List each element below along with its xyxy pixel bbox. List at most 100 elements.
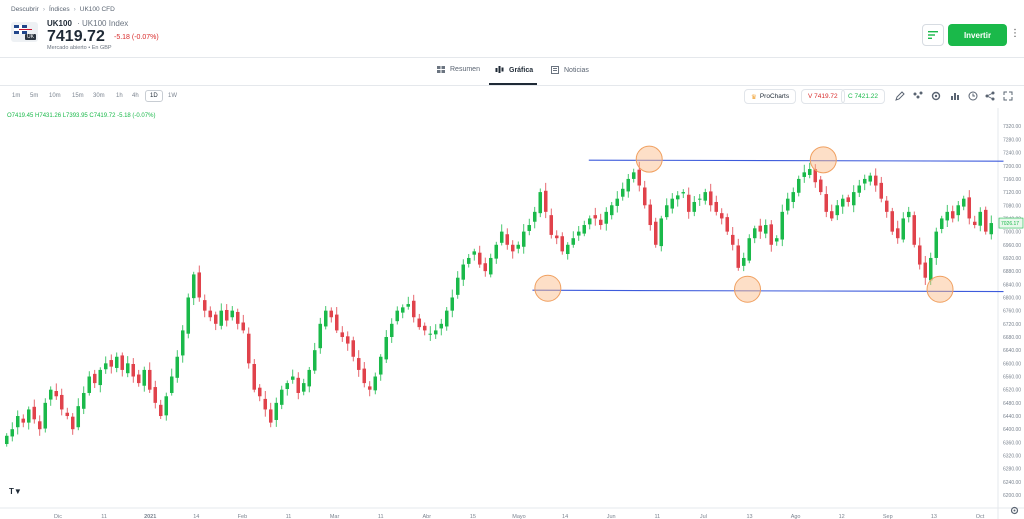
candle-body	[246, 333, 251, 364]
candle-body	[54, 390, 59, 397]
breadcrumb-item-indices[interactable]: Índices	[48, 6, 70, 13]
candle-body	[15, 416, 20, 428]
candle-body	[356, 358, 361, 370]
fullscreen-icon[interactable]	[1002, 90, 1014, 102]
x-tick-label: 14	[193, 514, 199, 519]
buy-button[interactable]: C 7421.22	[841, 89, 885, 104]
price-change: -5.18 (-0.07%)	[114, 34, 159, 41]
y-tick-label: 6800.00	[1003, 295, 1021, 301]
candle-body	[461, 264, 466, 280]
candle-body	[565, 244, 570, 255]
candle-body	[532, 211, 537, 222]
candle-body	[906, 211, 911, 218]
candle-body	[252, 363, 257, 390]
candle-body	[153, 387, 158, 403]
candles	[4, 161, 994, 447]
instrument-price: 7419.72	[47, 28, 105, 45]
candle-body	[571, 238, 576, 245]
flag-tag: UK	[25, 34, 36, 40]
candle-body	[505, 234, 510, 245]
candle-body	[780, 211, 785, 240]
breadcrumb-item-discover[interactable]: Descubrir	[11, 6, 39, 13]
candle-body	[675, 195, 680, 200]
candle-body	[175, 356, 180, 378]
candle-body	[736, 245, 741, 268]
candle-body	[395, 310, 400, 322]
candle-body	[620, 188, 625, 197]
candle-body	[961, 198, 966, 207]
chevron-right-icon: ›	[73, 6, 76, 13]
timeframe-10m[interactable]: 10m	[49, 93, 61, 99]
candle-body	[648, 204, 653, 226]
candle-body	[131, 363, 136, 377]
share-icon[interactable]	[984, 90, 996, 102]
indicators-icon[interactable]	[912, 90, 924, 102]
tab-news[interactable]: Noticias	[551, 66, 589, 74]
trend-line	[588, 159, 1004, 162]
candle-body	[197, 272, 202, 298]
candle-body	[285, 383, 290, 390]
x-tick-label: 15	[470, 514, 476, 519]
tab-chart-label: Gráfica	[509, 66, 534, 74]
candle-body	[686, 194, 691, 212]
x-tick-label: Dic	[54, 514, 62, 519]
gear-icon[interactable]	[930, 90, 942, 102]
y-tick-label: 6560.00	[1003, 375, 1021, 381]
timeframe-30m[interactable]: 30m	[93, 93, 105, 99]
x-tick-label: 13	[746, 514, 752, 519]
chevron-right-icon: ›	[42, 6, 45, 13]
y-tick-label: 6880.00	[1003, 269, 1021, 275]
tab-news-label: Noticias	[564, 66, 589, 74]
sell-button[interactable]: V 7419.72	[801, 89, 845, 104]
highlight-circle	[926, 275, 954, 303]
procharts-button[interactable]: ♛ ProCharts	[744, 89, 797, 104]
candle-body	[802, 172, 807, 177]
clock-icon[interactable]	[967, 90, 979, 102]
tab-summary[interactable]: Resumen	[437, 66, 480, 73]
more-options-icon[interactable]: ⋮	[1010, 28, 1020, 39]
pencil-icon[interactable]	[894, 90, 906, 102]
timeframe-1d[interactable]: 1D	[145, 90, 163, 102]
timeframe-5m[interactable]: 5m	[30, 93, 39, 99]
y-tick-label: 6840.00	[1003, 282, 1021, 288]
candle-body	[323, 310, 328, 327]
timeframe-1h[interactable]: 1h	[116, 93, 123, 99]
candle-body	[87, 376, 92, 393]
candle-body	[290, 376, 295, 380]
tab-chart[interactable]: Gráfica	[495, 66, 533, 74]
candle-body	[351, 340, 356, 357]
candle-body	[664, 205, 669, 218]
timeframe-4h[interactable]: 4h	[132, 93, 139, 99]
price-chart[interactable]: 7320.00 7280.00 7240.00 7200.00 7160.00 7120.…	[0, 108, 1024, 519]
y-tick-label: 6920.00	[1003, 256, 1021, 262]
timeframe-1w[interactable]: 1W	[168, 93, 177, 99]
candle-body	[378, 356, 383, 375]
candle-body	[98, 369, 103, 386]
uk-flag-icon: UK	[11, 22, 38, 42]
candle-body	[235, 311, 240, 324]
highlight-circle	[534, 274, 562, 302]
candle-body	[81, 392, 86, 409]
bar-chart-icon[interactable]	[949, 90, 961, 102]
breadcrumb: Descubrir › Índices › UK100 CFD	[11, 6, 115, 13]
highlight-circle	[635, 145, 663, 173]
x-tick-label: Abr	[423, 514, 432, 519]
market-status: Mercado abierto • En GBP	[47, 45, 112, 51]
timeframe-15m[interactable]: 15m	[72, 93, 84, 99]
watchlist-button[interactable]	[922, 24, 944, 46]
candle-body	[587, 218, 592, 225]
candle-body	[884, 200, 889, 212]
candle-body	[37, 421, 42, 430]
settings-gear-icon[interactable]	[1010, 506, 1019, 515]
candle-body	[268, 409, 273, 423]
candle-body	[890, 211, 895, 232]
x-tick-label: 11	[101, 514, 107, 519]
candle-body	[494, 244, 499, 259]
news-icon	[551, 66, 559, 74]
candle-body	[164, 396, 169, 416]
instrument-header: Descubrir › Índices › UK100 CFD UK UK100…	[0, 0, 1024, 58]
timeframe-1m[interactable]: 1m	[12, 93, 21, 99]
invest-button[interactable]: Invertir	[948, 24, 1007, 46]
candle-body	[862, 178, 867, 184]
active-tab-indicator	[489, 83, 537, 85]
